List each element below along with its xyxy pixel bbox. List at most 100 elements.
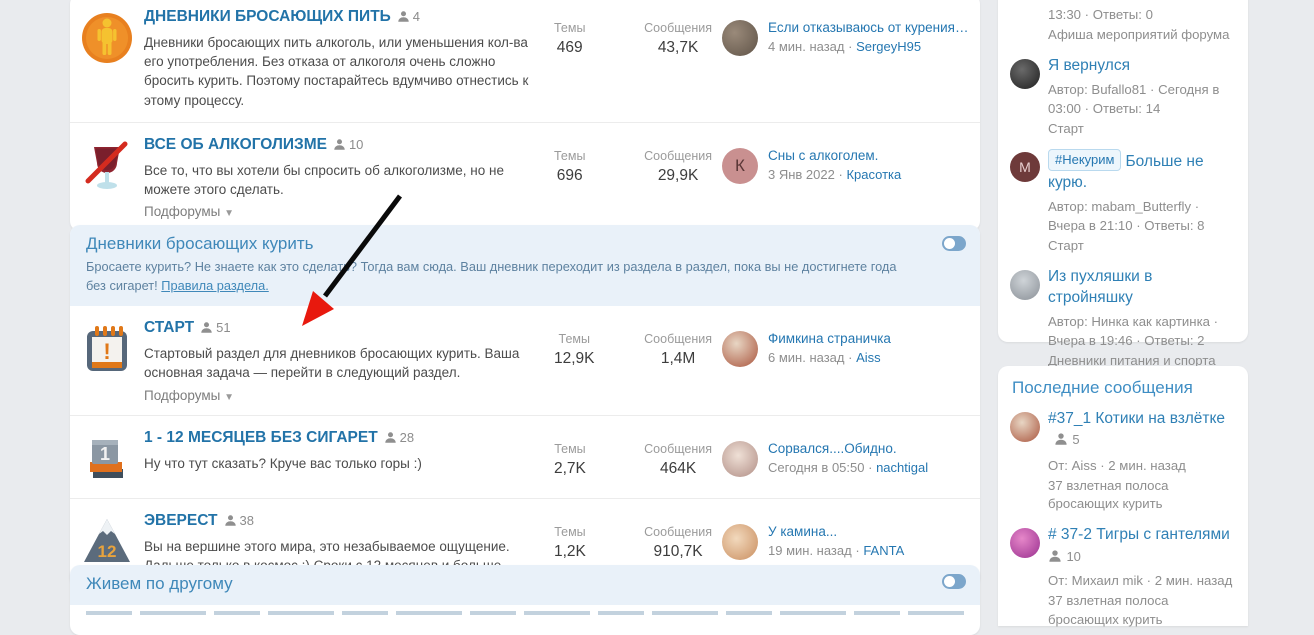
last-post-time: Сегодня в 05:50 [768, 459, 865, 475]
themes-label: Темы [554, 148, 586, 163]
forum-stats: Темы 12,9K Сообщения 1,4M [554, 316, 712, 368]
sidebar-topic: Я вернулся Автор: Bufallo81 · Сегодня в … [998, 47, 1248, 141]
topic-meta: 13:30 · Ответы: 0 [1048, 7, 1153, 22]
forum-title-link[interactable]: ВСЕ ОБ АЛКОГОЛИЗМЕ [144, 135, 327, 153]
last-post-user-link[interactable]: Красотка [846, 166, 902, 182]
last-post-link[interactable]: Сны с алкоголем. [768, 147, 879, 163]
topic-meta: Автор: mabam_Butterfly · Вчера в 21:10 ·… [1048, 199, 1205, 234]
separator: · [848, 350, 853, 366]
members-count: 38 [239, 512, 254, 528]
topic-title-link[interactable]: #Некурим Больше не курю. [1048, 149, 1236, 194]
last-post-time: 4 мин. назад [768, 39, 845, 54]
forum-title-link[interactable]: СТАРТ [144, 319, 195, 337]
avatar[interactable] [1010, 58, 1040, 89]
recent-meta: От: Михаил mik · 2 мин. назад [1048, 572, 1233, 588]
separator: · [855, 542, 860, 558]
avatar[interactable]: M [1010, 152, 1040, 183]
forum-description: Стартовый раздел для дневников бросающих… [144, 346, 520, 381]
podium-1-icon: 1 [80, 432, 134, 486]
category-header: Дневники бросающих курить Бросаете курит… [70, 225, 980, 307]
sidebar-new-topics-card: 13:30 · Ответы: 0 Афиша мероприятий фору… [998, 0, 1248, 368]
avatar[interactable] [1010, 527, 1040, 558]
svg-text:1: 1 [100, 444, 110, 464]
avatar[interactable] [722, 440, 758, 477]
forum-stats: Темы 696 Сообщения 29,9K [554, 133, 712, 185]
avatar[interactable] [722, 331, 758, 368]
themes-count: 469 [556, 39, 583, 56]
members-count: 4 [412, 9, 421, 24]
members-count: 28 [399, 429, 415, 445]
last-post-user-link[interactable]: Aiss [856, 350, 881, 366]
forum-description: Ну что тут сказать? Круче вас только гор… [144, 455, 422, 471]
themes-count: 12,9K [554, 350, 595, 368]
subforums-toggle[interactable]: Подфорумы ▼ [144, 387, 235, 403]
forum-title-link[interactable]: ДНЕВНИКИ БРОСАЮЩИХ ПИТЬ [144, 8, 391, 25]
forum-title-link[interactable]: ЭВЕРЕСТ [144, 511, 218, 529]
category-title-link[interactable]: Дневники бросающих курить [86, 234, 314, 253]
last-post-link[interactable]: Фимкина страничка [768, 331, 891, 347]
topic-meta: Автор: Bufallo81 · Сегодня в 03:00 · Отв… [1048, 81, 1220, 116]
forum-title-link[interactable]: 1 - 12 МЕСЯЦЕВ БЕЗ СИГАРЕТ [144, 428, 378, 446]
avatar[interactable] [722, 20, 758, 56]
topic-title-link[interactable]: Из пухляшки в стройняшку [1048, 267, 1153, 306]
last-post-link[interactable]: У камина... [768, 523, 838, 539]
chevron-down-icon: ▼ [224, 208, 235, 220]
members-count: 10 [348, 136, 364, 152]
messages-count: 43,7K [657, 39, 699, 56]
forum-description: Дневники бросающих пить алкоголь, или ум… [144, 34, 529, 108]
forum-row-start: ! СТАРТ 51 Стартовый раздел для дневников… [70, 306, 980, 414]
recent-meta: От: Aiss · 2 мин. назад [1048, 457, 1186, 473]
last-post-time: 19 мин. назад [768, 542, 852, 558]
collapse-toggle-icon[interactable] [942, 574, 966, 589]
forum-card-smoking-diaries: Дневники бросающих курить Бросаете курит… [70, 225, 980, 588]
messages-label: Сообщения [644, 21, 712, 35]
avatar[interactable] [1010, 269, 1040, 300]
separator: · [838, 166, 843, 182]
avatar[interactable]: К [722, 147, 758, 184]
start-calendar-icon: ! [80, 322, 134, 376]
topic-title-link[interactable]: Я вернулся [1048, 56, 1130, 74]
members-icon [224, 513, 237, 534]
last-post-time: 6 мин. назад [768, 350, 845, 366]
avatar[interactable] [1010, 412, 1040, 442]
members-icon [397, 9, 410, 30]
sidebar-recent-messages-card: Последние сообщения #37_1 Котики на взлё… [998, 366, 1248, 627]
everest-12-icon: 12 [80, 515, 134, 569]
category-description: Бросаете курить? Не знаете как это сдела… [86, 259, 897, 294]
messages-label: Сообщения [644, 524, 712, 539]
members-count: 51 [216, 320, 231, 336]
members-count: 10 [1066, 548, 1081, 564]
messages-count: 910,7K [653, 542, 703, 560]
recent-section: 37 взлетная полоса бросающих курить [1048, 477, 1169, 512]
sun-person-icon [80, 11, 134, 65]
recent-title-link[interactable]: #37_1 Котики на взлётке [1048, 410, 1226, 427]
forum-card-alcohol: ДНЕВНИКИ БРОСАЮЩИХ ПИТЬ 4 Дневники бросаю… [70, 0, 980, 232]
separator: · [848, 39, 853, 54]
rules-link[interactable]: Правила раздела. [161, 278, 269, 294]
recent-title-link[interactable]: # 37-2 Тигры с гантелями [1048, 525, 1230, 543]
avatar[interactable] [722, 523, 758, 560]
messages-label: Сообщения [644, 332, 712, 347]
recent-messages-title: Последние сообщения [1012, 378, 1193, 397]
forum-row-all-about-alcoholism: ВСЕ ОБ АЛКОГОЛИЗМЕ 10 Все то, что вы хоте… [70, 121, 980, 231]
sidebar-recent-item: #37_1 Котики на взлётке 5 От: Aiss · 2 м… [998, 400, 1248, 516]
last-post-user-link[interactable]: FANTA [863, 542, 905, 558]
themes-count: 696 [556, 166, 583, 184]
subforums-toggle[interactable]: Подфорумы ▼ [144, 204, 235, 220]
collapse-toggle-icon[interactable] [942, 236, 966, 251]
category-title-link[interactable]: Живем по другому [86, 574, 233, 593]
clipped-description-text [86, 611, 964, 615]
messages-label: Сообщения [644, 441, 712, 456]
last-post-link[interactable]: Сорвался....Обидно. [768, 440, 897, 456]
prefix-badge[interactable]: #Некурим [1048, 149, 1122, 171]
last-post-link[interactable]: Если отказываюсь от курения, туд... [768, 20, 972, 35]
last-post-user-link[interactable]: nachtigal [876, 459, 929, 475]
members-icon [200, 320, 213, 341]
messages-label: Сообщения [644, 148, 712, 163]
last-post-user-link[interactable]: SergeyH95 [856, 39, 922, 54]
sidebar-topic-partial: 13:30 · Ответы: 0 Афиша мероприятий фору… [998, 0, 1248, 47]
chevron-down-icon: ▼ [224, 391, 235, 403]
themes-label: Темы [554, 441, 586, 456]
forum-row-drinking-diaries: ДНЕВНИКИ БРОСАЮЩИХ ПИТЬ 4 Дневники бросаю… [70, 0, 980, 122]
forum-stats: Темы 1,2K Сообщения 910,7K [554, 509, 712, 561]
